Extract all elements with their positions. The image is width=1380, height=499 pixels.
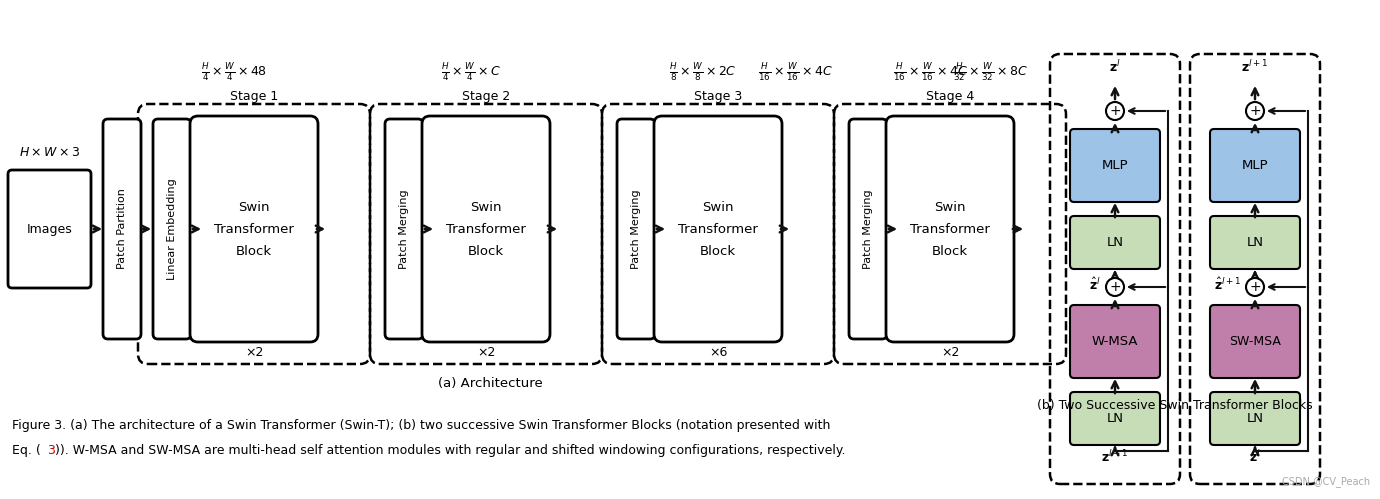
Text: $+$: $+$ — [1249, 104, 1261, 118]
FancyBboxPatch shape — [190, 116, 317, 342]
Text: LN: LN — [1246, 412, 1264, 425]
Text: Stage 1: Stage 1 — [230, 89, 279, 102]
FancyBboxPatch shape — [886, 116, 1014, 342]
Text: $\mathbf{z}^{l+1}$: $\mathbf{z}^{l+1}$ — [1242, 59, 1268, 75]
Text: $+$: $+$ — [1110, 280, 1121, 294]
FancyBboxPatch shape — [1210, 216, 1300, 269]
Text: $+$: $+$ — [1110, 104, 1121, 118]
Circle shape — [1105, 102, 1123, 120]
Text: Block: Block — [236, 245, 272, 257]
Text: $\hat{\mathbf{z}}^{l}$: $\hat{\mathbf{z}}^{l}$ — [1089, 277, 1101, 293]
Text: Images: Images — [26, 223, 72, 236]
Text: $\mathbf{z}^{l}$: $\mathbf{z}^{l}$ — [1249, 449, 1261, 465]
Text: $\frac{H}{16}\times\frac{W}{16}\times4C$: $\frac{H}{16}\times\frac{W}{16}\times4C$ — [758, 61, 832, 83]
Text: Swin: Swin — [934, 201, 966, 214]
Text: $\frac{H}{8}\times\frac{W}{8}\times2C$: $\frac{H}{8}\times\frac{W}{8}\times2C$ — [669, 61, 737, 83]
FancyBboxPatch shape — [422, 116, 551, 342]
Text: Block: Block — [932, 245, 967, 257]
Text: $\mathbf{z}^{l}$: $\mathbf{z}^{l}$ — [1110, 59, 1121, 75]
FancyBboxPatch shape — [1070, 216, 1161, 269]
Text: Transformer: Transformer — [214, 223, 294, 236]
Text: SW-MSA: SW-MSA — [1230, 335, 1281, 348]
Text: MLP: MLP — [1242, 159, 1268, 172]
Text: 3: 3 — [47, 444, 55, 457]
Text: W-MSA: W-MSA — [1092, 335, 1138, 348]
Text: $\mathbf{z}^{l-1}$: $\mathbf{z}^{l-1}$ — [1101, 449, 1129, 465]
FancyBboxPatch shape — [1070, 129, 1161, 202]
FancyBboxPatch shape — [104, 119, 141, 339]
FancyBboxPatch shape — [849, 119, 887, 339]
FancyBboxPatch shape — [1210, 129, 1300, 202]
Text: LN: LN — [1246, 236, 1264, 249]
Circle shape — [1105, 278, 1123, 296]
Text: $H\times W\times3$: $H\times W\times3$ — [19, 146, 80, 159]
Text: $\frac{H}{16}\times\frac{W}{16}\times4C$: $\frac{H}{16}\times\frac{W}{16}\times4C$ — [893, 61, 967, 83]
Text: Block: Block — [468, 245, 504, 257]
Text: ×2: ×2 — [244, 345, 264, 358]
FancyBboxPatch shape — [1070, 305, 1161, 378]
Text: Patch Partition: Patch Partition — [117, 189, 127, 269]
FancyBboxPatch shape — [153, 119, 190, 339]
Text: Linear Embedding: Linear Embedding — [167, 178, 177, 280]
Text: Swin: Swin — [471, 201, 502, 214]
Text: $\frac{H}{32}\times\frac{W}{32}\times8C$: $\frac{H}{32}\times\frac{W}{32}\times8C$ — [952, 61, 1027, 83]
Text: Patch Merging: Patch Merging — [631, 189, 640, 269]
Text: Swin: Swin — [702, 201, 734, 214]
Text: Stage 3: Stage 3 — [694, 89, 742, 102]
Text: Patch Merging: Patch Merging — [399, 189, 408, 269]
Text: Block: Block — [700, 245, 736, 257]
FancyBboxPatch shape — [8, 170, 91, 288]
Text: Transformer: Transformer — [909, 223, 989, 236]
Text: $\frac{H}{4}\times\frac{W}{4}\times48$: $\frac{H}{4}\times\frac{W}{4}\times48$ — [201, 61, 268, 83]
Text: Transformer: Transformer — [446, 223, 526, 236]
Text: ×6: ×6 — [709, 345, 727, 358]
Text: Figure 3. (a) The architecture of a Swin Transformer (Swin-T); (b) two successiv: Figure 3. (a) The architecture of a Swin… — [12, 419, 831, 432]
Circle shape — [1246, 278, 1264, 296]
FancyBboxPatch shape — [385, 119, 424, 339]
Circle shape — [1246, 102, 1264, 120]
FancyBboxPatch shape — [1210, 305, 1300, 378]
Text: (a) Architecture: (a) Architecture — [437, 378, 542, 391]
Text: MLP: MLP — [1101, 159, 1129, 172]
Text: )). W-MSA and SW-MSA are multi-head self attention modules with regular and shif: )). W-MSA and SW-MSA are multi-head self… — [55, 444, 846, 457]
FancyBboxPatch shape — [617, 119, 656, 339]
Text: ×2: ×2 — [941, 345, 959, 358]
Text: CSDN @CV_Peach: CSDN @CV_Peach — [1282, 476, 1370, 487]
Text: $\frac{H}{4}\times\frac{W}{4}\times C$: $\frac{H}{4}\times\frac{W}{4}\times C$ — [442, 61, 501, 83]
FancyBboxPatch shape — [1070, 392, 1161, 445]
Text: Transformer: Transformer — [678, 223, 758, 236]
Text: LN: LN — [1107, 412, 1123, 425]
FancyBboxPatch shape — [1210, 392, 1300, 445]
Text: Stage 4: Stage 4 — [926, 89, 974, 102]
Text: Swin: Swin — [239, 201, 269, 214]
Text: Eq. (: Eq. ( — [12, 444, 41, 457]
Text: ×2: ×2 — [477, 345, 495, 358]
Text: $\hat{\mathbf{z}}^{l+1}$: $\hat{\mathbf{z}}^{l+1}$ — [1213, 277, 1241, 293]
Text: Patch Merging: Patch Merging — [862, 189, 874, 269]
Text: $+$: $+$ — [1249, 280, 1261, 294]
Text: LN: LN — [1107, 236, 1123, 249]
Text: (b) Two Successive Swin Transformer Blocks: (b) Two Successive Swin Transformer Bloc… — [1038, 400, 1312, 413]
Text: Stage 2: Stage 2 — [462, 89, 511, 102]
FancyBboxPatch shape — [654, 116, 782, 342]
